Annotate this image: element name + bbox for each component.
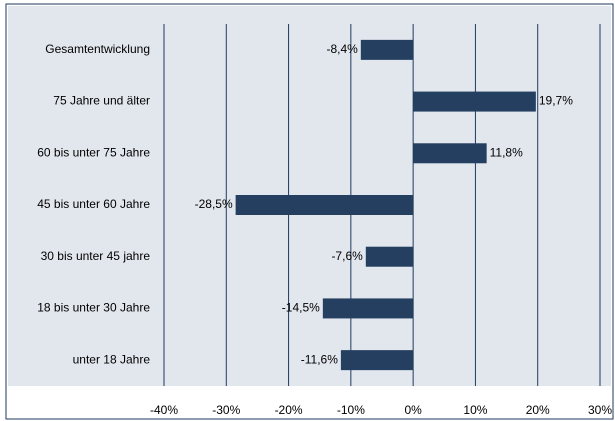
bar — [322, 298, 414, 319]
bar — [340, 350, 414, 371]
x-tick-label: -40% — [150, 403, 178, 417]
x-tick-label: 0% — [404, 403, 422, 417]
y-tick-label: 30 bis unter 45 jahre — [41, 249, 151, 263]
x-tick-label: -10% — [337, 403, 365, 417]
y-tick-label: Gesamtentwicklung — [45, 42, 150, 56]
value-label: 11,8% — [490, 145, 523, 159]
x-tick-label: 30% — [588, 403, 612, 417]
y-tick-label: unter 18 Jahre — [73, 352, 151, 366]
y-tick-label: 60 bis unter 75 Jahre — [37, 145, 150, 159]
x-tick-label: 10% — [463, 403, 487, 417]
value-label: -11,6% — [301, 352, 338, 366]
value-label: -8,4% — [326, 42, 358, 56]
bar — [413, 143, 487, 164]
y-tick-label: 45 bis unter 60 Jahre — [37, 197, 150, 211]
value-label: -14,5% — [282, 301, 320, 315]
x-tick-label: -30% — [212, 403, 240, 417]
y-tick-label: 75 Jahre und älter — [53, 94, 150, 108]
bar — [360, 39, 414, 60]
x-tick-label: 20% — [526, 403, 550, 417]
x-tick-label: -20% — [275, 403, 303, 417]
bar — [413, 91, 536, 112]
value-label: 19,7% — [539, 94, 573, 108]
bar — [365, 246, 414, 267]
value-label: -7,6% — [331, 249, 363, 263]
bar — [235, 195, 414, 215]
value-label: -28,5% — [195, 197, 233, 211]
y-tick-label: 18 bis unter 30 Jahre — [37, 301, 150, 315]
